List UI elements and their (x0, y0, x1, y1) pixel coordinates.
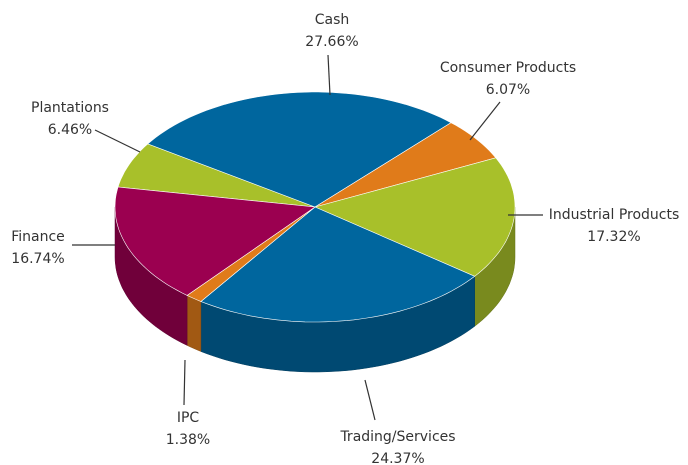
value-label: 17.32% (587, 229, 640, 245)
leader-line (364, 379, 376, 421)
leader-line (469, 101, 501, 141)
slice-label: Industrial Products (549, 207, 680, 223)
slice-side (186, 295, 202, 352)
value-label: 6.46% (48, 122, 92, 138)
value-label: 1.38% (166, 432, 210, 448)
slice (147, 91, 452, 208)
slice (314, 157, 516, 277)
value-label: 24.37% (371, 451, 424, 465)
value-label: 6.07% (486, 82, 530, 98)
slice (117, 143, 316, 208)
value-label: 27.66% (305, 34, 358, 50)
slice-label: Finance (11, 229, 65, 245)
slice-label: Consumer Products (440, 60, 576, 76)
slice-label: Plantations (31, 100, 109, 116)
leader-line (327, 54, 331, 96)
leader-line (94, 129, 141, 153)
slice-label: IPC (177, 410, 200, 426)
slice (314, 122, 497, 208)
slice (200, 206, 476, 323)
value-label: 16.74% (11, 251, 64, 267)
slice-label: Trading/Services (339, 429, 455, 445)
leader-line (183, 359, 186, 406)
slice-label: Cash (315, 12, 350, 28)
slice (114, 186, 316, 296)
